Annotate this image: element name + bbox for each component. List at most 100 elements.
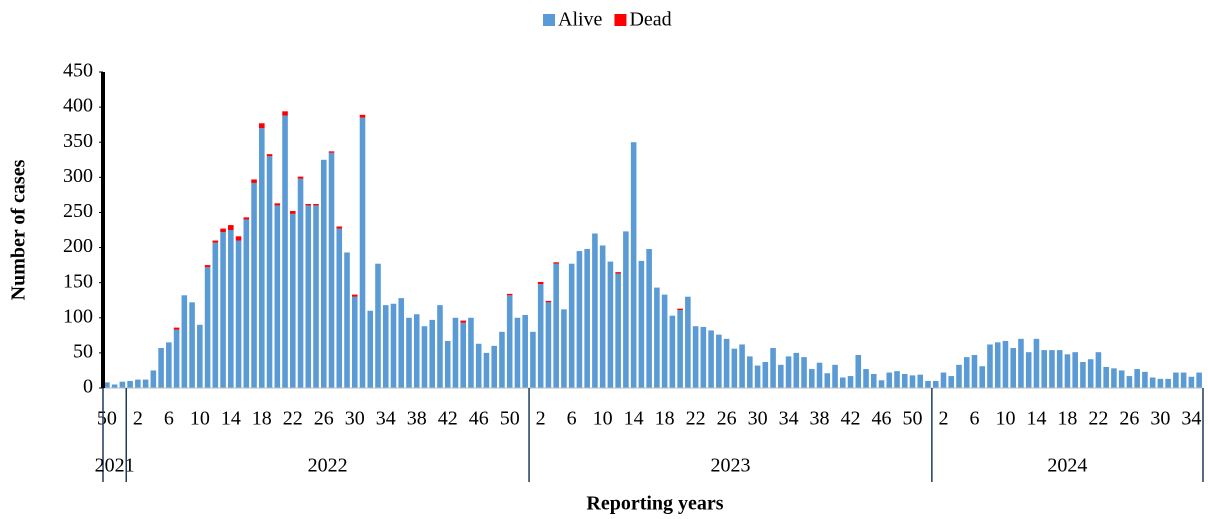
x-tick-label: 26 xyxy=(717,408,737,430)
bar-segment xyxy=(623,231,629,388)
x-tick-label: 22 xyxy=(686,408,706,430)
x-tick-label: 26 xyxy=(1119,408,1139,430)
bar-segment xyxy=(1049,350,1055,388)
bar-segment xyxy=(963,357,970,388)
bar-segment xyxy=(956,364,962,388)
bar-segment xyxy=(413,314,420,388)
bar-segment xyxy=(243,217,250,220)
x-tick-label: 50 xyxy=(500,408,520,430)
x-tick-label: 14 xyxy=(624,408,644,430)
bar-segment xyxy=(576,251,583,388)
bar-segment xyxy=(127,380,133,388)
bar-segment xyxy=(1126,376,1133,388)
bar-segment xyxy=(313,205,319,388)
bar-segment xyxy=(437,305,443,388)
bar-segment xyxy=(1188,376,1195,388)
bar-segment xyxy=(553,262,559,264)
bar-segment xyxy=(855,354,862,388)
bar-segment xyxy=(840,377,846,388)
x-tick-label: 34 xyxy=(376,408,396,430)
bar-segment xyxy=(1041,350,1047,388)
bar-segment xyxy=(901,373,908,388)
bar-segment xyxy=(111,384,118,388)
bar-segment xyxy=(328,151,335,153)
bar-segment xyxy=(878,380,885,388)
bar-segment xyxy=(932,380,939,388)
bar-segment xyxy=(545,300,552,303)
bar-segment xyxy=(870,373,877,388)
bar-segment xyxy=(801,357,807,388)
bar-segment xyxy=(166,342,172,388)
bar-segment xyxy=(266,156,273,388)
bar-segment xyxy=(778,364,784,388)
bar-segment xyxy=(135,379,141,388)
y-tick-label: 200 xyxy=(63,235,93,257)
bar-segment xyxy=(506,293,513,296)
bar-segment xyxy=(460,320,466,323)
bar-segment xyxy=(615,273,621,388)
bar-segment xyxy=(282,115,288,388)
bar-segment xyxy=(545,302,552,388)
x-tick-label: 42 xyxy=(438,408,458,430)
bar-segment xyxy=(243,219,250,388)
x-tick-label: 34 xyxy=(779,408,799,430)
bar-segment xyxy=(313,204,319,206)
legend-swatch xyxy=(614,14,627,26)
bar-segment xyxy=(793,352,800,388)
bar-segment xyxy=(522,314,528,388)
group-label: 2023 xyxy=(710,455,750,477)
x-tick-label: 22 xyxy=(1088,408,1108,430)
bar-segment xyxy=(1087,359,1094,388)
bar-segment xyxy=(1142,371,1148,388)
bar-segment xyxy=(514,317,521,388)
bar-segment xyxy=(328,152,335,388)
bar-segment xyxy=(336,226,343,229)
bar-segment xyxy=(553,263,559,388)
x-tick-label: 14 xyxy=(221,408,241,430)
bar-segment xyxy=(189,302,195,388)
bar-segment xyxy=(274,203,281,206)
legend-swatch xyxy=(543,14,555,26)
bar-segment xyxy=(599,245,606,388)
x-tick-label: 18 xyxy=(655,408,675,430)
bar-segment xyxy=(692,326,699,388)
bar-segment xyxy=(832,364,838,388)
bar-segment xyxy=(290,213,296,388)
bar-segment xyxy=(259,123,265,129)
x-tick-label: 6 xyxy=(164,408,174,430)
bar-segment xyxy=(359,114,366,118)
bar-segment xyxy=(863,369,869,388)
bar-segment xyxy=(351,294,358,297)
bar-segment xyxy=(1118,370,1125,388)
bar-segment xyxy=(1103,366,1109,388)
bar-segment xyxy=(1165,378,1171,388)
bar-segment xyxy=(274,205,281,388)
bar-segment xyxy=(297,176,304,179)
bar-segment xyxy=(739,344,745,388)
group-label: 2024 xyxy=(1047,455,1087,477)
bar-segment xyxy=(235,236,242,241)
bar-segment xyxy=(909,375,916,388)
bar-segment xyxy=(204,265,211,268)
x-tick-label: 6 xyxy=(567,408,577,430)
x-tick-label: 10 xyxy=(593,408,613,430)
bar-segment xyxy=(398,298,405,388)
bar-segment xyxy=(1134,369,1140,388)
x-tick-label: 46 xyxy=(469,408,489,430)
bar-segment xyxy=(1149,377,1156,388)
bar-segment xyxy=(530,331,536,388)
bar-segment xyxy=(537,284,544,388)
x-tick-label: 38 xyxy=(407,408,427,430)
x-tick-label: 38 xyxy=(810,408,830,430)
group-label: 2022 xyxy=(308,455,348,477)
x-tick-label: 6 xyxy=(969,408,979,430)
bar-segment xyxy=(700,326,707,388)
bar-segment xyxy=(367,310,374,388)
bar-segment xyxy=(452,317,459,388)
bar-segment xyxy=(204,267,211,388)
bar-segment xyxy=(297,178,304,388)
bar-segment xyxy=(251,182,257,388)
bar-segment xyxy=(754,365,761,388)
bar-segment xyxy=(762,362,769,388)
y-tick-label: 100 xyxy=(63,305,93,327)
